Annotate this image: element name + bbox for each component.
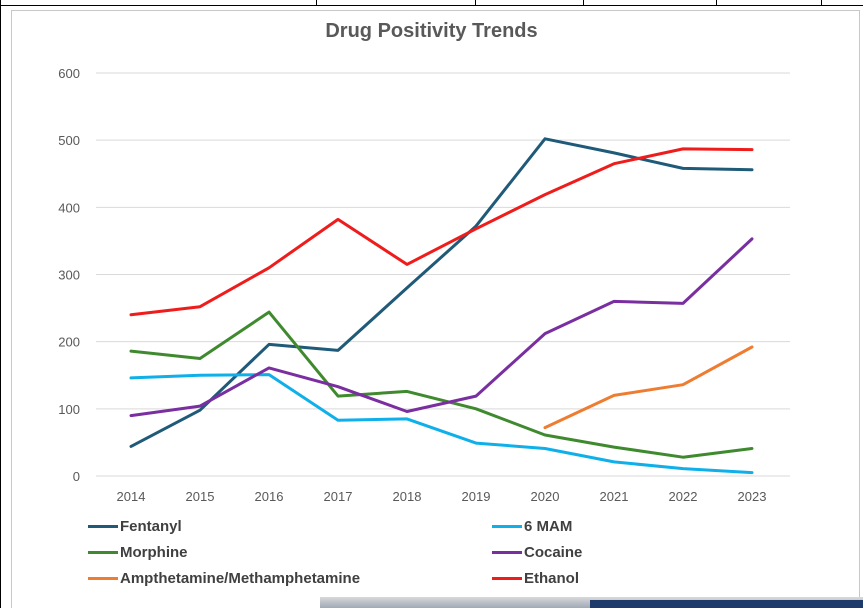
legend-swatch	[88, 524, 118, 528]
series-line-cocaine	[129, 237, 754, 418]
x-tick-label: 2020	[531, 489, 560, 504]
legend-item: Fentanyl	[88, 514, 182, 538]
y-tick-label: 400	[58, 200, 80, 215]
legend-swatch	[492, 524, 522, 528]
footer-bar-accent	[590, 600, 863, 608]
legend-label: Ethanol	[524, 569, 579, 587]
table-top-strip	[0, 0, 863, 6]
series-line-fentanyl	[129, 137, 754, 448]
x-tick-label: 2023	[738, 489, 767, 504]
legend-swatch	[492, 550, 522, 554]
series-line-6-mam	[129, 373, 754, 475]
series-line-ethanol	[129, 147, 754, 317]
y-tick-label: 0	[73, 469, 80, 484]
table-cell-divider	[821, 0, 822, 6]
legend-item: Ampthetamine/Methamphetamine	[88, 566, 360, 590]
legend-label: Morphine	[120, 543, 188, 561]
series-line-ampthetamine-methamphetamine	[543, 345, 754, 430]
table-cell-divider	[316, 0, 317, 6]
x-tick-label: 2014	[117, 489, 146, 504]
x-tick-label: 2015	[186, 489, 215, 504]
legend-swatch	[88, 550, 118, 554]
legend-item: Cocaine	[492, 540, 582, 564]
chart-title: Drug Positivity Trends	[325, 20, 538, 42]
chart-area	[11, 10, 860, 608]
y-tick-label: 300	[58, 268, 80, 283]
y-tick-label: 600	[58, 66, 80, 81]
legend-item: Ethanol	[492, 566, 579, 590]
legend-label: Cocaine	[524, 543, 583, 561]
left-border	[0, 0, 1, 608]
legend-item: 6 MAM	[492, 514, 572, 538]
x-tick-label: 2017	[324, 489, 353, 504]
legend-label: Fentanyl	[120, 517, 182, 535]
x-tick-label: 2016	[255, 489, 284, 504]
table-cell-divider	[475, 0, 476, 6]
series-line-morphine	[129, 310, 754, 459]
x-tick-label: 2018	[393, 489, 422, 504]
legend-label: 6 MAM	[524, 517, 573, 535]
y-tick-label: 200	[58, 335, 80, 350]
table-cell-divider	[583, 0, 584, 6]
x-tick-label: 2019	[462, 489, 491, 504]
y-tick-label: 100	[58, 402, 80, 417]
y-tick-label: 500	[58, 133, 80, 148]
table-cell-divider	[716, 0, 717, 6]
legend-swatch	[492, 576, 522, 580]
legend-swatch	[88, 576, 118, 580]
legend-item: Morphine	[88, 540, 188, 564]
legend-label: Ampthetamine/Methamphetamine	[120, 569, 361, 587]
x-tick-label: 2022	[669, 489, 698, 504]
x-tick-label: 2021	[600, 489, 629, 504]
chart-legend: Fentanyl 6 MAM Morphine Cocaine Ampthetamine…	[0, 512, 863, 592]
